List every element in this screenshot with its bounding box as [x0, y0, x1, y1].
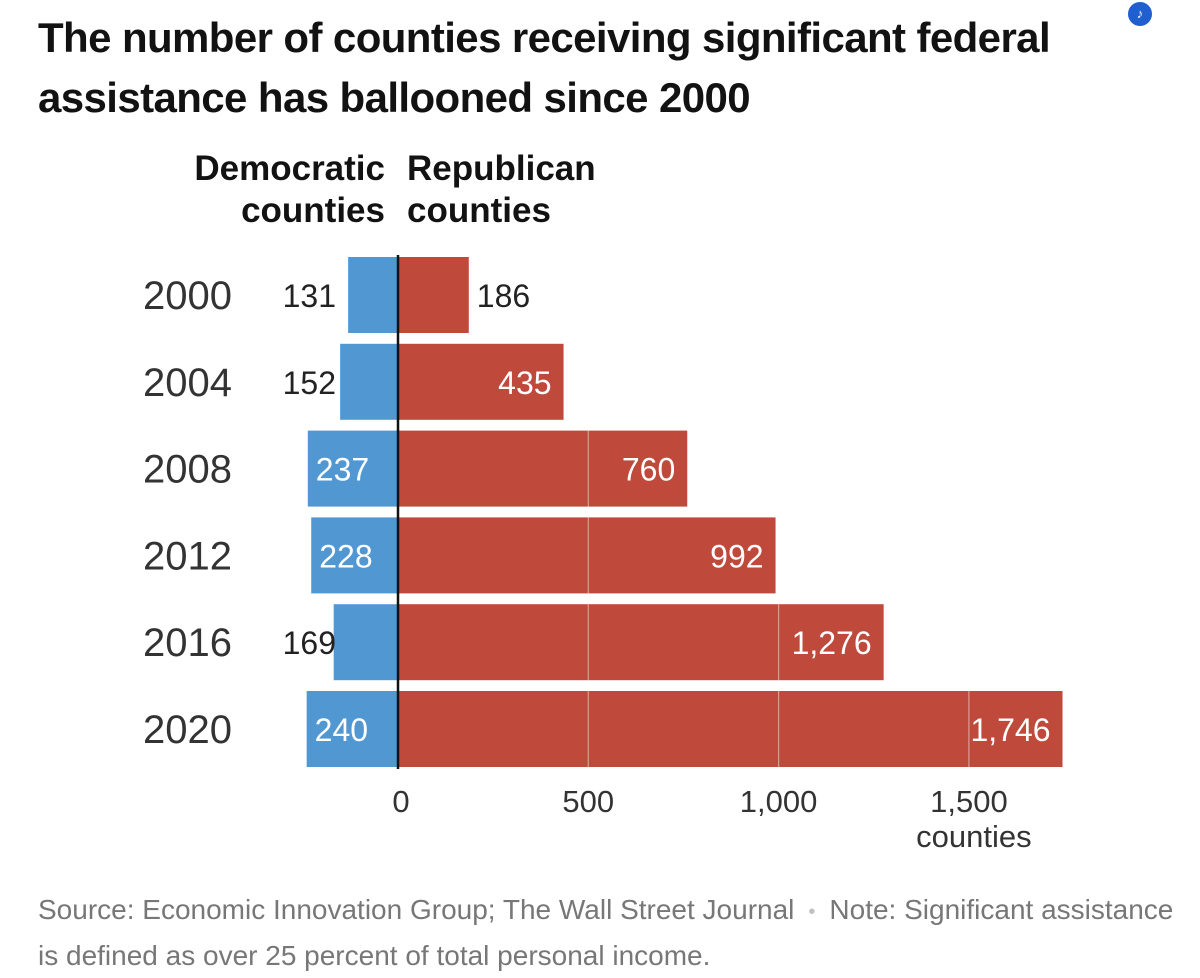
dem-value-2008: 237 — [316, 452, 369, 488]
legend-republican-line2: counties — [407, 191, 551, 230]
year-label-2008: 2008 — [143, 448, 232, 492]
dem-bar-2012 — [311, 517, 398, 594]
rep-value-2016: 1,276 — [792, 625, 872, 661]
dem-value-2020: 240 — [315, 712, 368, 748]
dem-bar-2004 — [340, 343, 398, 420]
legend-democratic: Democratic counties — [194, 148, 385, 232]
legend-democratic-line2: counties — [241, 191, 385, 230]
dem-bar-2016 — [333, 604, 398, 681]
x-tick-1000: 1,000 — [740, 784, 818, 819]
rep-bar-2012 — [398, 517, 776, 594]
dem-bar-2020 — [306, 691, 398, 767]
dem-bar-2008 — [307, 430, 398, 507]
footer-separator: • — [808, 900, 816, 923]
x-tick-500: 500 — [562, 784, 614, 819]
chart-title: The number of counties receiving signifi… — [38, 14, 1051, 121]
dem-value-2000: 131 — [283, 278, 336, 314]
source-text: Source: Economic Innovation Group; The W… — [38, 894, 795, 925]
x-tick-1500: 1,500 — [930, 784, 1008, 819]
rep-value-2020: 1,746 — [970, 712, 1050, 748]
year-label-2020: 2020 — [143, 708, 232, 752]
year-label-2000: 2000 — [143, 274, 232, 318]
rep-bar-2020 — [398, 691, 1063, 767]
bar-chart: 2000 131 186 2004 152 435 2008 237 760 2012 228 992… — [143, 255, 1063, 854]
rep-bar-2004 — [398, 343, 564, 420]
dem-value-2012: 228 — [319, 538, 372, 574]
rep-bar-2008 — [398, 430, 688, 507]
year-label-2012: 2012 — [143, 534, 232, 578]
legend-republican: Republican counties — [407, 148, 596, 232]
dem-bar-2000 — [348, 257, 398, 333]
year-label-2004: 2004 — [143, 361, 232, 405]
dem-value-2004: 152 — [283, 365, 336, 401]
rep-bar-2016 — [398, 604, 884, 681]
rep-value-2012: 992 — [710, 538, 763, 574]
footer: Source: Economic Innovation Group; The W… — [38, 888, 1188, 978]
rep-value-2008: 760 — [622, 452, 675, 488]
legend-democratic-line1: Democratic — [194, 149, 385, 188]
dem-value-2016: 169 — [283, 625, 336, 661]
x-unit-label: counties — [916, 819, 1031, 854]
audio-icon[interactable]: ♪ — [1128, 2, 1152, 26]
legend-republican-line1: Republican — [407, 149, 596, 188]
rep-value-2004: 435 — [498, 365, 551, 401]
x-tick-0: 0 — [392, 784, 409, 819]
rep-value-2000: 186 — [477, 278, 530, 314]
rep-bar-2000 — [398, 257, 469, 333]
year-label-2016: 2016 — [143, 621, 232, 665]
note-text: Note: Significant assistance is defined … — [38, 894, 1174, 971]
